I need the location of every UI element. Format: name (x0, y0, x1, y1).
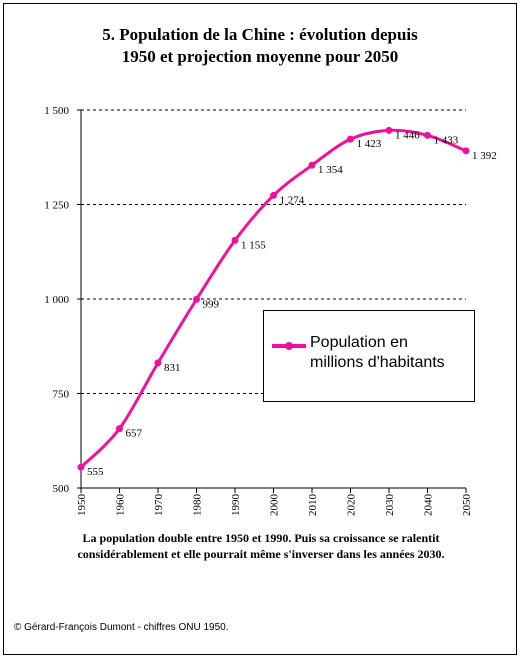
ytick-label-500: 500 (53, 483, 70, 495)
chart-title-line-2: 1950 et projection moyenne pour 2050 (121, 47, 399, 66)
caption: La population double entre 1950 et 1990.… (20, 530, 502, 562)
data-labels: 555 657 831 999 1 155 1 274 1 354 1 423 1 446 1 4… (87, 129, 497, 478)
ytick-label-1500: 1 500 (44, 105, 69, 117)
ytick-label-1000: 1 000 (44, 294, 69, 306)
legend-label-line-2: millions d'habitants (310, 354, 445, 371)
data-label-1970: 831 (164, 362, 181, 374)
data-point-2050 (462, 147, 470, 155)
data-point-2040 (424, 131, 431, 139)
xtick-label-1990: 1990 (230, 494, 242, 517)
xtick-label-1980: 1980 (192, 494, 204, 517)
series-population (77, 126, 470, 471)
legend: Population en millions d'habitants (263, 310, 475, 402)
xtick-label-2040: 2040 (423, 494, 435, 517)
xtick-label-1950: 1950 (76, 494, 88, 517)
xtick-label-2030: 2030 (384, 494, 396, 517)
data-label-1990: 1 155 (241, 239, 266, 251)
ytick-label-750: 750 (53, 389, 70, 401)
data-point-1960 (116, 425, 123, 433)
data-point-1990 (231, 236, 239, 244)
legend-marker (285, 342, 293, 350)
axes: 500 750 1 000 1 250 1 500 1950 1960 1970 1980 199… (44, 105, 473, 516)
data-point-1970 (154, 359, 162, 367)
xtick-label-2020: 2020 (346, 494, 358, 517)
data-label-2050: 1 392 (472, 150, 497, 162)
data-point-2030 (385, 126, 393, 134)
xtick-label-1960: 1960 (115, 494, 127, 517)
caption-line-2: considérablement et elle pourrait même s… (77, 547, 445, 561)
data-point-1980 (193, 295, 200, 303)
data-label-2000: 1 274 (280, 194, 305, 206)
credit: © Gérard-François Dumont - chiffres ONU … (14, 622, 229, 633)
data-point-2000 (270, 191, 277, 199)
xtick-label-2000: 2000 (269, 494, 281, 517)
xtick-label-2050: 2050 (461, 494, 473, 517)
legend-swatch (272, 342, 306, 350)
data-label-2040: 1 433 (434, 134, 459, 146)
ytick-label-1250: 1 250 (44, 200, 69, 212)
data-point-2020 (347, 135, 354, 143)
legend-label-line-1: Population en (310, 334, 408, 351)
chart-title: 5. Population de la Chine : évolution de… (40, 24, 480, 68)
data-label-1960: 657 (126, 428, 143, 440)
chart-title-line-1: 5. Population de la Chine : évolution de… (102, 25, 418, 44)
data-label-1950: 555 (87, 466, 104, 478)
data-label-2030: 1 446 (395, 129, 420, 141)
data-label-2020: 1 423 (357, 138, 382, 150)
data-point-2010 (308, 161, 316, 169)
caption-line-1: La population double entre 1950 et 1990.… (82, 531, 440, 545)
data-point-1950 (77, 463, 85, 471)
legend-label: Population en millions d'habitants (310, 333, 470, 373)
data-label-2010: 1 354 (318, 164, 343, 176)
xtick-label-1970: 1970 (153, 494, 165, 517)
xtick-label-2010: 2010 (307, 494, 319, 517)
data-label-1980: 999 (203, 298, 220, 310)
